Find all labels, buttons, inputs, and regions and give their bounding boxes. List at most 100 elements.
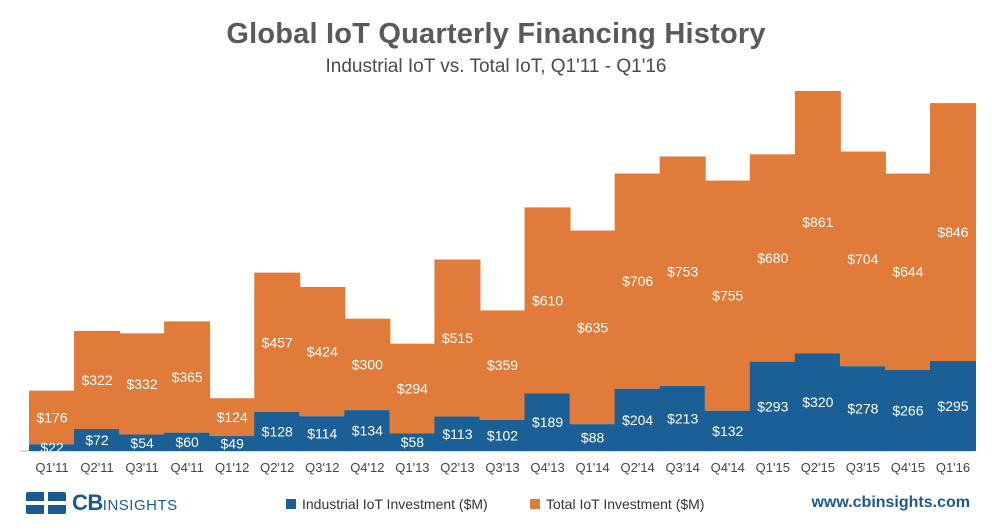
bar-total-10: [479, 310, 526, 420]
legend-industrial-label: Industrial IoT Investment ($M): [302, 496, 488, 512]
label-industrial-7: $134: [352, 423, 383, 439]
chart-subtitle: Industrial IoT vs. Total IoT, Q1'11 - Q1…: [325, 56, 667, 77]
label-industrial-10: $102: [487, 427, 518, 443]
legend-total-label: Total IoT Investment ($M): [546, 496, 705, 512]
chart-title: Global IoT Quarterly Financing History: [226, 18, 766, 50]
bar-total-20: [930, 103, 976, 362]
label-industrial-0: $22: [40, 440, 64, 456]
label-industrial-2: $54: [130, 435, 154, 451]
label-total-7: $300: [352, 356, 383, 372]
x-tick-6: Q3'12: [305, 460, 339, 475]
label-industrial-16: $293: [757, 398, 788, 414]
label-total-0: $176: [36, 409, 67, 425]
label-total-4: $124: [217, 409, 248, 425]
bar-industrial-20: [930, 361, 976, 451]
legend-total-swatch: [530, 499, 540, 509]
bar-industrial-6: [299, 416, 346, 451]
label-total-12: $635: [577, 319, 608, 335]
bar-total-17: [794, 90, 841, 354]
x-tick-3: Q4'11: [170, 460, 203, 475]
bar-total-6: [299, 286, 346, 417]
bar-total-5: [254, 272, 301, 412]
bar-industrial-11: [524, 393, 571, 451]
x-tick-19: Q4'15: [891, 460, 925, 475]
x-tick-8: Q1'13: [395, 460, 429, 475]
label-industrial-11: $189: [532, 414, 563, 430]
x-tick-4: Q1'12: [215, 460, 249, 475]
label-total-9: $515: [442, 330, 473, 346]
label-industrial-15: $132: [712, 423, 743, 439]
bar-industrial-10: [479, 419, 526, 451]
x-tick-2: Q3'11: [125, 460, 158, 475]
x-tick-5: Q2'12: [260, 460, 294, 475]
label-industrial-12: $88: [581, 430, 605, 446]
label-industrial-13: $204: [622, 412, 653, 428]
bar-total-7: [344, 318, 391, 411]
cb-logo-icon: [26, 492, 66, 514]
bar-industrial-4: [209, 436, 256, 451]
bar-industrial-0: [29, 444, 75, 451]
label-total-5: $457: [262, 334, 293, 350]
label-total-14: $753: [667, 263, 698, 279]
x-tick-7: Q4'12: [350, 460, 384, 475]
bar-total-11: [524, 207, 571, 394]
label-industrial-4: $49: [221, 436, 245, 452]
bar-total-15: [704, 180, 751, 411]
bar-industrial-17: [794, 353, 841, 451]
bar-total-2: [119, 333, 166, 435]
label-industrial-14: $213: [667, 411, 698, 427]
bar-total-19: [884, 173, 931, 370]
bar-total-12: [569, 230, 616, 425]
cb-insights-logo: CBINSIGHTS: [24, 488, 178, 518]
label-total-15: $755: [712, 288, 743, 304]
footer: CBINSIGHTS Industrial IoT Investment ($M…: [0, 488, 992, 528]
x-tick-13: Q2'14: [621, 460, 655, 475]
label-total-3: $365: [172, 369, 203, 385]
bar-total-3: [164, 321, 211, 433]
bar-total-13: [614, 173, 661, 389]
label-industrial-17: $320: [802, 394, 833, 410]
bar-total-16: [749, 154, 796, 362]
x-tick-10: Q3'13: [485, 460, 519, 475]
legend-total: Total IoT Investment ($M): [530, 496, 704, 512]
legend-industrial: Industrial IoT Investment ($M): [286, 496, 488, 512]
label-industrial-20: $295: [937, 398, 968, 414]
bar-industrial-8: [389, 433, 436, 451]
label-industrial-18: $278: [847, 401, 878, 417]
bar-industrial-13: [614, 388, 661, 451]
label-industrial-19: $266: [892, 402, 923, 418]
x-tick-1: Q2'11: [80, 460, 113, 475]
brand-name: CBINSIGHTS: [72, 490, 178, 515]
x-tick-16: Q1'15: [756, 460, 790, 475]
label-total-10: $359: [487, 357, 518, 373]
bar-industrial-3: [164, 432, 211, 451]
bar-total-18: [839, 151, 886, 367]
bar-industrial-15: [704, 410, 751, 451]
bar-industrial-2: [119, 434, 166, 451]
bar-total-4: [209, 398, 256, 437]
label-total-8: $294: [397, 380, 428, 396]
bar-total-1: [74, 330, 121, 430]
legend-industrial-swatch: [286, 499, 296, 509]
label-industrial-8: $58: [401, 434, 425, 450]
website-url: www.cbinsights.com: [811, 494, 970, 511]
x-tick-0: Q1'11: [35, 460, 68, 475]
label-total-6: $424: [307, 344, 338, 360]
label-industrial-1: $72: [85, 432, 109, 448]
bar-industrial-12: [569, 424, 616, 451]
label-total-2: $332: [127, 376, 158, 392]
bar-total-14: [659, 156, 706, 387]
x-tick-11: Q4'13: [530, 460, 564, 475]
label-total-1: $322: [81, 372, 112, 388]
label-total-18: $704: [847, 251, 878, 267]
bar-industrial-9: [434, 416, 481, 451]
label-total-16: $680: [757, 250, 788, 266]
bar-industrial-1: [74, 429, 121, 451]
label-total-11: $610: [532, 292, 563, 308]
x-tick-17: Q2'15: [801, 460, 835, 475]
x-tick-20: Q1'16: [936, 460, 970, 475]
label-total-20: $846: [937, 224, 968, 240]
label-total-19: $644: [892, 264, 923, 280]
x-tick-12: Q1'14: [575, 460, 609, 475]
stacked-bar-chart: $22 $176 Q1'11 $72 $322 Q2'11 $54 $332 Q3'11 $60 $…: [20, 90, 976, 475]
